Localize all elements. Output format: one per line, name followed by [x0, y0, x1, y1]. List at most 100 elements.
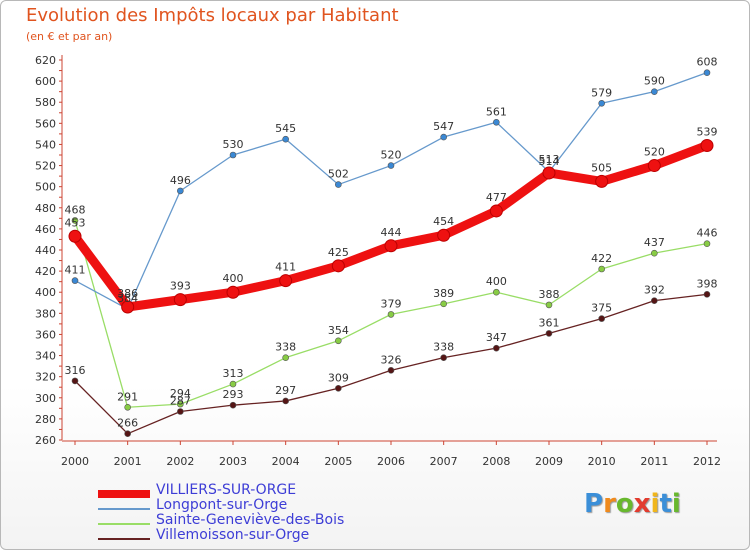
data-label: 545: [275, 122, 296, 135]
data-label: 297: [275, 384, 296, 397]
data-point: [331, 259, 345, 273]
data-label: 392: [644, 284, 665, 297]
y-tick-label: 580: [35, 96, 56, 109]
data-point: [121, 300, 135, 314]
data-label: 579: [591, 86, 612, 99]
data-label: 422: [591, 252, 612, 265]
legend-item-villemoisson: Villemoisson-sur-Orge: [98, 527, 428, 543]
y-tick-label: 360: [35, 328, 56, 341]
data-label: 338: [275, 341, 296, 354]
data-label: 316: [65, 364, 86, 377]
logo-letter: i: [671, 489, 681, 519]
data-point: [279, 274, 293, 288]
data-point: [493, 288, 500, 296]
data-label: 384: [117, 292, 138, 305]
data-label: 354: [328, 324, 349, 337]
data-label: 411: [65, 264, 86, 277]
x-tick-label: 2010: [588, 455, 616, 468]
data-point: [598, 99, 605, 107]
legend-label: Villemoisson-sur-Orge: [156, 527, 310, 543]
data-point: [493, 344, 500, 352]
proxiti-logo: Proxiti: [584, 489, 681, 519]
data-point: [651, 297, 658, 304]
data-label: 338: [433, 341, 454, 354]
data-point: [647, 159, 661, 173]
legend-swatch: [98, 523, 150, 525]
y-tick-label: 460: [35, 223, 56, 236]
y-tick-label: 300: [35, 392, 56, 405]
legend-item-longpont: Longpont-sur-Orge: [98, 497, 428, 513]
data-point: [493, 118, 500, 126]
y-tick-label: 480: [35, 202, 56, 215]
data-label: 425: [328, 246, 349, 259]
x-tick-label: 2000: [61, 455, 89, 468]
tick-labels: 260 280 300 320 340 360 380 400 420 440 460 480 500 5…: [35, 54, 721, 468]
y-tick-label: 620: [35, 54, 56, 67]
data-point: [282, 135, 289, 143]
x-tick-label: 2004: [272, 455, 300, 468]
data-point: [703, 291, 711, 298]
data-point: [71, 217, 79, 224]
data-point: [703, 69, 711, 76]
data-label: 400: [223, 272, 244, 285]
data-point: [335, 384, 342, 392]
data-point: [545, 301, 553, 309]
x-tick-label: 2003: [219, 455, 247, 468]
data-label: 547: [433, 120, 454, 133]
logo-letter: x: [633, 489, 651, 519]
data-point: [335, 337, 342, 345]
legend-label: Sainte-Geneviève-des-Bois: [156, 512, 345, 528]
y-tick-label: 520: [35, 160, 56, 173]
data-label: 520: [644, 146, 665, 159]
logo-letter: o: [615, 489, 634, 519]
data-label: 502: [328, 168, 349, 181]
legend-swatch: [98, 490, 150, 498]
data-label: 347: [486, 331, 507, 344]
series-line: [74, 72, 708, 310]
data-label: 400: [486, 275, 507, 288]
data-label: 608: [697, 56, 718, 69]
data-point: [173, 293, 187, 307]
data-point: [651, 249, 658, 257]
series-lines: [70, 72, 712, 435]
data-label: 379: [381, 297, 402, 310]
legend-item-villiers: VILLIERS-SUR-ORGE: [98, 482, 428, 498]
data-label: 361: [539, 316, 560, 329]
data-point: [384, 239, 398, 253]
chart-title: Evolution des Impôts locaux par Habitant: [26, 5, 399, 26]
y-tick-label: 440: [35, 244, 56, 257]
data-label: 293: [223, 388, 244, 401]
data-label: 375: [591, 302, 612, 315]
x-tick-label: 2002: [166, 455, 194, 468]
data-label: 287: [170, 395, 191, 408]
data-label: 398: [697, 277, 718, 290]
data-label: 389: [433, 287, 454, 300]
data-label: 513: [539, 153, 560, 166]
y-tick-label: 560: [35, 117, 56, 130]
data-point: [545, 330, 553, 337]
legend: VILLIERS-SUR-ORGE Longpont-sur-Orge Sain…: [98, 482, 428, 543]
logo-letter: t: [659, 489, 672, 519]
data-point: [124, 403, 131, 411]
data-label: 393: [170, 280, 191, 293]
data-label: 514: [539, 155, 560, 168]
data-point: [229, 401, 237, 409]
data-point: [440, 354, 447, 361]
data-point: [226, 285, 240, 299]
data-label: 454: [433, 215, 454, 228]
data-label: 326: [381, 353, 402, 366]
data-point: [598, 315, 605, 322]
logo-letter: P: [584, 489, 604, 519]
y-tick-label: 260: [35, 434, 56, 447]
data-label: 446: [697, 227, 718, 240]
y-tick-label: 420: [35, 265, 56, 278]
chart-subtitle: (en € et par an): [26, 30, 113, 43]
data-point: [598, 265, 605, 273]
legend-swatch: [98, 538, 150, 540]
data-label: 468: [65, 203, 86, 216]
data-label: 388: [539, 288, 560, 301]
data-point: [651, 88, 658, 95]
data-point: [282, 354, 289, 361]
legend-label: Longpont-sur-Orge: [156, 497, 288, 513]
